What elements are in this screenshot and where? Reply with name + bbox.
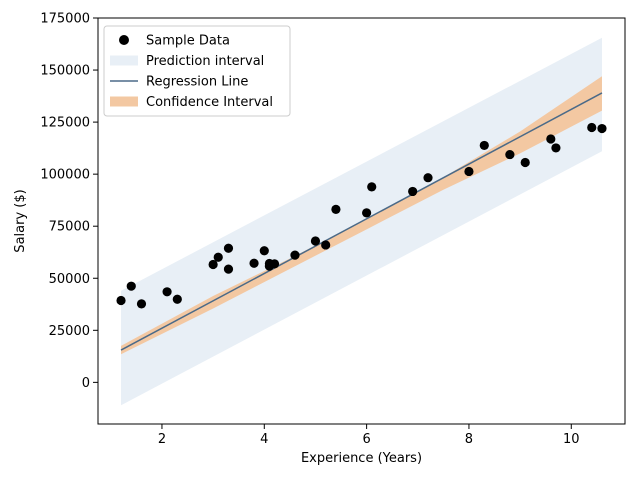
legend-prediction-swatch xyxy=(110,55,138,66)
data-point xyxy=(505,149,515,160)
data-point xyxy=(479,140,489,151)
data-point xyxy=(249,258,259,268)
data-point xyxy=(126,281,136,291)
data-point xyxy=(587,122,597,133)
data-point xyxy=(362,208,372,218)
y-tick-label: 125000 xyxy=(40,116,90,131)
y-axis-label: Salary ($) xyxy=(13,189,28,252)
confidence-band xyxy=(121,76,602,355)
y-tick-label: 100000 xyxy=(40,168,90,183)
x-tick-label: 4 xyxy=(260,432,268,447)
legend-box xyxy=(103,25,291,117)
data-point xyxy=(551,143,561,153)
data-point xyxy=(597,123,607,134)
data-point xyxy=(162,287,172,297)
y-tick-label: 175000 xyxy=(40,12,90,27)
legend-sample-marker xyxy=(119,35,129,45)
y-tick-label: 75000 xyxy=(49,220,90,235)
x-tick-label: 10 xyxy=(563,432,580,447)
regression-layer xyxy=(120,92,603,351)
legend-regression-label: Regression Line xyxy=(146,75,248,90)
data-point xyxy=(464,166,474,177)
x-tick-label: 6 xyxy=(362,432,370,447)
legend: Sample Data Prediction interval Regressi… xyxy=(103,25,291,117)
data-point xyxy=(136,299,147,309)
points-layer xyxy=(116,122,607,309)
data-point xyxy=(423,173,433,183)
data-point xyxy=(408,186,418,197)
plot-frame xyxy=(97,17,626,425)
data-point xyxy=(331,204,341,214)
y-tick-label: 50000 xyxy=(49,272,90,287)
y-tick-label: 150000 xyxy=(40,64,90,79)
x-tick-label: 2 xyxy=(158,432,166,447)
data-point xyxy=(269,259,280,269)
data-point xyxy=(520,157,530,168)
data-point xyxy=(321,240,331,250)
data-point xyxy=(259,246,269,256)
data-point xyxy=(208,259,218,270)
data-point xyxy=(290,250,300,260)
y-axis: 0 25000 50000 75000 100000 125000 150000 175000 xyxy=(40,12,98,391)
data-point xyxy=(116,295,126,306)
x-axis-label: Experience (Years) xyxy=(301,451,422,466)
legend-prediction-label: Prediction interval xyxy=(146,54,264,69)
y-tick-label: 0 xyxy=(82,376,90,391)
data-point xyxy=(223,264,234,274)
legend-sample-label: Sample Data xyxy=(146,34,230,49)
data-point xyxy=(223,243,234,253)
x-axis: 2 4 6 8 10 xyxy=(158,424,580,447)
y-tick-label: 25000 xyxy=(49,324,90,339)
data-point xyxy=(367,182,377,192)
legend-confidence-swatch xyxy=(110,96,138,107)
data-point xyxy=(546,134,556,144)
x-tick-label: 8 xyxy=(465,432,473,447)
legend-confidence-label: Confidence Interval xyxy=(146,95,273,110)
data-point xyxy=(172,294,182,304)
data-point xyxy=(310,236,321,246)
data-point xyxy=(213,252,223,262)
regression-line xyxy=(120,92,603,351)
